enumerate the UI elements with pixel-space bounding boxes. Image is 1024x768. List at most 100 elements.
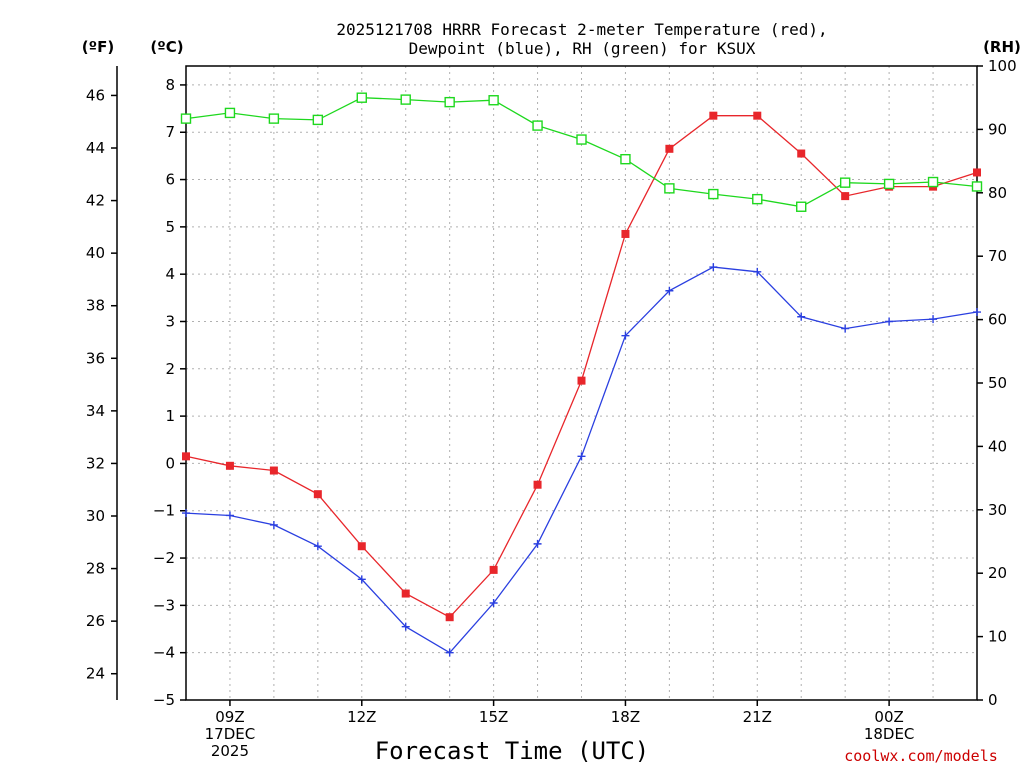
dewpoint-point	[753, 267, 762, 276]
dewpoint-point	[841, 324, 850, 333]
fahrenheit-tick-label: 44	[86, 139, 105, 157]
temperature-point	[445, 613, 454, 622]
dewpoint-point	[182, 509, 190, 518]
rh-point	[927, 176, 939, 188]
temperature-point	[709, 111, 718, 120]
rh-tick-label: 80	[988, 184, 1007, 202]
dewpoint-point	[313, 542, 322, 551]
axes: −5−4−3−2−1012345678242628303234363840424…	[86, 57, 1017, 760]
rh-tick-label: 100	[988, 57, 1017, 75]
x-axis-label: Forecast Time (UTC)	[375, 737, 650, 765]
chart-title-line1: 2025121708 HRRR Forecast 2-meter Tempera…	[336, 20, 827, 39]
celsius-tick-label: 4	[165, 265, 175, 283]
rh-point	[180, 113, 192, 124]
x-tick-label: 18Z	[611, 708, 640, 726]
rh-point	[356, 92, 367, 103]
celsius-tick-label: 5	[165, 218, 175, 236]
fahrenheit-tick-label: 46	[86, 86, 105, 104]
x-tick-label: 2025	[211, 742, 249, 760]
rh-point	[224, 107, 236, 119]
dewpoint-point	[797, 312, 806, 321]
temperature-point	[533, 480, 542, 489]
temperature-point	[665, 144, 674, 153]
rh-point	[971, 181, 983, 192]
temperature-point	[225, 461, 234, 470]
rh-tick-label: 10	[988, 628, 1007, 646]
celsius-tick-label: −3	[153, 596, 175, 614]
fahrenheit-tick-label: 34	[86, 402, 105, 420]
celsius-unit-label: (ºC)	[150, 38, 183, 56]
dewpoint-point	[665, 286, 674, 295]
rh-tick-label: 0	[988, 691, 998, 709]
dewpoint-point	[885, 317, 894, 326]
rh-point	[664, 183, 675, 194]
celsius-tick-label: 0	[165, 454, 175, 472]
fahrenheit-tick-label: 28	[86, 560, 105, 578]
rh-point	[839, 177, 851, 188]
temperature-point	[797, 149, 806, 158]
rh-point	[708, 188, 719, 200]
x-tick-label: 15Z	[479, 708, 508, 726]
temperature-point	[357, 542, 366, 551]
fahrenheit-tick-label: 38	[86, 297, 105, 315]
celsius-tick-label: −4	[153, 644, 175, 662]
celsius-tick-label: 3	[165, 312, 175, 330]
x-tick-label: 17DEC	[205, 725, 256, 743]
rh-tick-label: 40	[988, 437, 1007, 455]
rh-tick-label: 60	[988, 311, 1007, 329]
rh-tick-label: 90	[988, 120, 1007, 138]
rh-point	[312, 114, 324, 126]
rh-point	[444, 96, 455, 108]
fahrenheit-tick-label: 24	[86, 665, 105, 683]
celsius-tick-label: −2	[153, 549, 175, 567]
dewpoint-point	[577, 452, 586, 461]
chart-title-line2: Dewpoint (blue), RH (green) for KSUX	[409, 39, 756, 58]
temperature-point	[182, 452, 190, 461]
dewpoint-point	[929, 315, 938, 324]
rh-tick-label: 50	[988, 374, 1007, 392]
dewpoint-point	[269, 520, 278, 529]
x-tick-label: 00Z	[874, 708, 903, 726]
credit-label: coolwx.com/models	[844, 747, 998, 765]
dewpoint-point	[489, 599, 498, 608]
dewpoint-point	[709, 263, 718, 272]
x-tick-label: 21Z	[743, 708, 772, 726]
rh-point	[400, 94, 411, 105]
x-tick-label: 09Z	[215, 708, 244, 726]
fahrenheit-tick-label: 32	[86, 454, 105, 472]
dewpoint-point	[621, 331, 630, 340]
celsius-tick-label: 8	[165, 76, 175, 94]
fahrenheit-tick-label: 42	[86, 192, 105, 210]
dewpoint-point	[357, 575, 366, 584]
temperature-point	[621, 229, 630, 238]
celsius-tick-label: 1	[165, 407, 175, 425]
rh-point	[883, 178, 895, 190]
rh-point	[576, 134, 587, 145]
dewpoint-point	[533, 539, 542, 548]
dewpoint-point	[445, 648, 454, 657]
rh-tick-label: 70	[988, 247, 1007, 265]
rh-tick-label: 20	[988, 564, 1007, 582]
temperature-point	[577, 376, 586, 385]
rh-point	[796, 201, 807, 212]
rh-tick-label: 30	[988, 501, 1007, 519]
rh-point	[752, 193, 763, 205]
fahrenheit-tick-label: 26	[86, 612, 105, 630]
dewpoint-point	[973, 308, 981, 317]
temperature-point	[753, 111, 762, 120]
temperature-point	[269, 466, 278, 475]
rh-point	[488, 95, 499, 106]
fahrenheit-tick-label: 36	[86, 349, 105, 367]
fahrenheit-tick-label: 40	[86, 244, 105, 262]
rh-unit-label: (RH)	[983, 38, 1021, 56]
rh-point	[268, 113, 280, 124]
temperature-point	[489, 565, 498, 574]
celsius-tick-label: 2	[165, 360, 175, 378]
dewpoint-point	[401, 622, 410, 631]
celsius-tick-label: −5	[153, 691, 175, 709]
x-tick-label: 12Z	[347, 708, 376, 726]
temperature-point	[313, 490, 322, 499]
data-series	[180, 92, 983, 657]
fahrenheit-tick-label: 30	[86, 507, 105, 525]
